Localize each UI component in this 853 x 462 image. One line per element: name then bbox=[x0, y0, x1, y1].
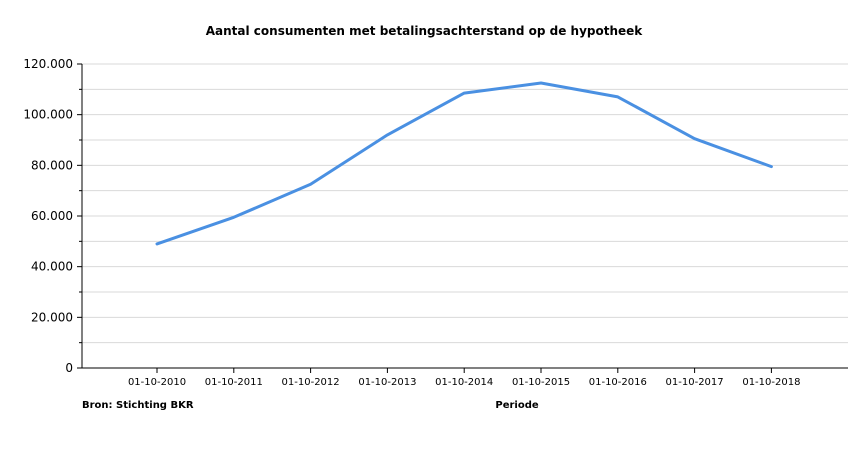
x-tick-label: 01-10-2012 bbox=[282, 377, 340, 388]
x-tick-label: 01-10-2015 bbox=[512, 377, 570, 388]
tick-labels: 0 20.000 40.000 60.000 80.000 100.000 120.000 0… bbox=[23, 57, 800, 388]
y-tick-label: 100.000 bbox=[23, 108, 73, 122]
series-layer bbox=[155, 81, 773, 246]
x-tick-label: 01-10-2018 bbox=[742, 377, 800, 388]
y-tick-label: 60.000 bbox=[31, 209, 73, 223]
x-tick-label: 01-10-2017 bbox=[666, 377, 724, 388]
x-tick-label: 01-10-2013 bbox=[358, 377, 416, 388]
x-tick-label: 01-10-2010 bbox=[128, 377, 186, 388]
x-tick-label: 01-10-2014 bbox=[435, 377, 493, 388]
x-tick-label: 01-10-2016 bbox=[589, 377, 647, 388]
y-tick-label: 80.000 bbox=[31, 158, 73, 172]
x-tick-label: 01-10-2011 bbox=[205, 377, 263, 388]
y-tick-label: 0 bbox=[65, 361, 73, 375]
gridlines bbox=[82, 63, 848, 344]
series-line bbox=[155, 81, 773, 246]
axes bbox=[77, 63, 848, 373]
y-tick-label: 20.000 bbox=[31, 310, 73, 324]
source-note: Bron: Stichting BKR bbox=[82, 400, 194, 411]
y-tick-label: 120.000 bbox=[23, 57, 73, 71]
chart-title: Aantal consumenten met betalingsachterst… bbox=[206, 24, 644, 38]
x-axis-title: Periode bbox=[495, 400, 538, 411]
y-tick-label: 40.000 bbox=[31, 260, 73, 274]
